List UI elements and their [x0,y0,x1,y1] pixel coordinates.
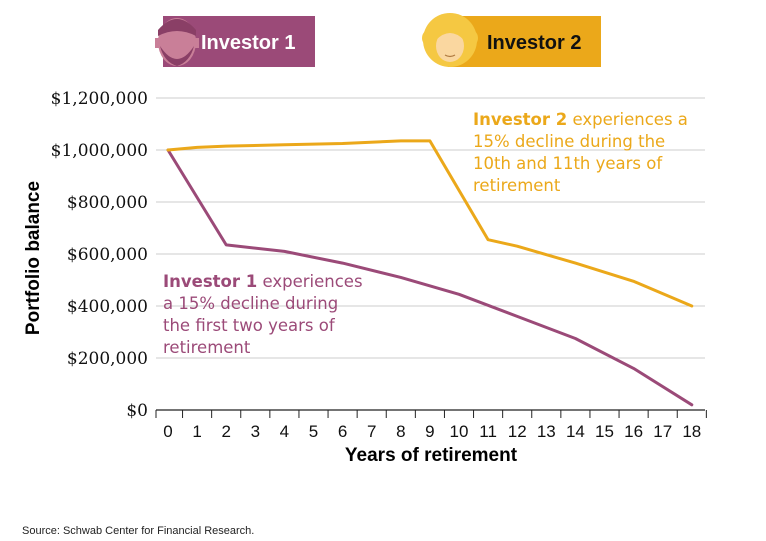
annotation-investor1: Investor 1 experiences a 15% decline dur… [163,272,363,357]
y-tick-label-1: $200,000 [67,349,148,369]
x-tick-label-0: 0 [163,422,172,441]
annotation-investor2-name: Investor 2 [473,110,567,129]
x-tick-label-12: 12 [508,422,527,441]
x-tick-label-2: 2 [221,422,230,441]
x-tick-label-15: 15 [595,422,614,441]
series-line-investor-1 [166,148,694,407]
annotation-investor1-name: Investor 1 [163,272,257,291]
annotation-investor2-line4: retirement [473,176,561,195]
x-tick-label-10: 10 [450,422,469,441]
x-tick-label-3: 3 [251,422,260,441]
annotation-investor2-text-1: experiences a [567,110,688,129]
x-tick-label-5: 5 [309,422,318,441]
x-tick-label-8: 8 [396,422,405,441]
series-lines [166,139,694,407]
y-tick-label-3: $600,000 [67,245,148,265]
annotation-investor2-line1: Investor 2 experiences a [473,110,688,129]
y-axis-title: Portfolio balance [23,181,44,335]
legend-investor1: Investor 1 [155,16,315,67]
legend-investor2-label: Investor 2 [487,32,581,54]
x-tick-label-17: 17 [653,422,672,441]
x-tick-label-18: 18 [682,422,701,441]
y-axis-ticks: $0 $200,000 $400,000 $600,000 $800,000 $1,000… [51,89,148,421]
legend-investor1-label: Investor 1 [201,32,295,54]
annotation-investor1-text-1: experiences [257,272,362,291]
annotation-investor1-line3: the first two years of [163,316,336,335]
series-line-investor-2 [166,139,694,308]
y-tick-label-6: $1,200,000 [51,89,148,109]
x-tick-label-9: 9 [425,422,434,441]
y-tick-label-2: $400,000 [67,297,148,317]
annotation-investor1-line4: retirement [163,338,251,357]
x-tick-label-16: 16 [624,422,643,441]
x-tick-label-6: 6 [338,422,347,441]
x-axis-title: Years of retirement [345,445,518,466]
x-tick-label-1: 1 [192,422,201,441]
source-note: Source: Schwab Center for Financial Rese… [22,525,254,537]
x-tick-label-4: 4 [280,422,289,441]
annotation-investor1-line1: Investor 1 experiences [163,272,363,291]
x-tick-label-11: 11 [479,422,497,441]
grid [156,97,705,359]
x-tick-label-14: 14 [566,422,585,441]
annotation-investor1-line2: a 15% decline during [163,294,338,313]
y-tick-label-4: $800,000 [67,193,148,213]
annotation-investor2-line2: 15% decline during the [473,132,665,151]
woman-avatar-icon [422,13,478,67]
x-axis-ticks: 0 1 2 3 4 5 6 7 8 9 10 11 12 13 14 15 16 17 18 [155,410,707,441]
legend-investor2: Investor 2 [422,13,601,67]
annotation-investor2-line3: 10th and 11th years of [473,154,663,173]
y-tick-label-0: $0 [126,401,148,421]
man-avatar-icon [155,18,199,66]
annotation-investor2: Investor 2 experiences a 15% decline dur… [473,110,688,195]
x-tick-label-7: 7 [367,422,376,441]
y-tick-label-5: $1,000,000 [51,141,148,161]
x-tick-label-13: 13 [537,422,556,441]
